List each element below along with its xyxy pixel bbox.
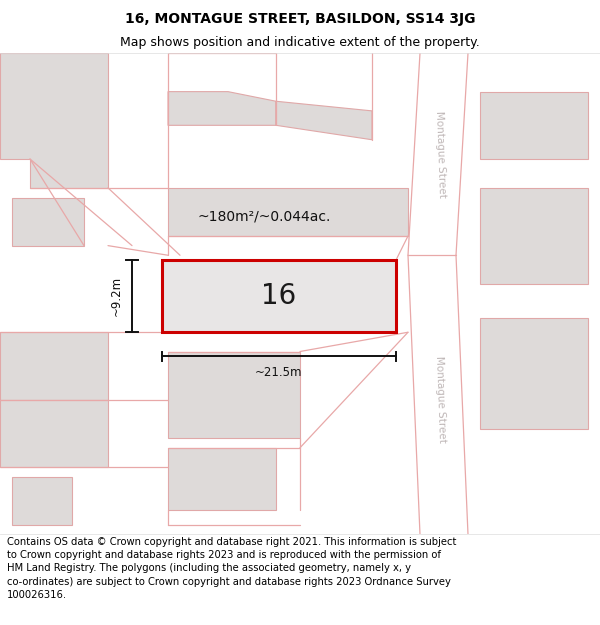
Text: Montague Street: Montague Street [434,356,448,443]
Text: 16, MONTAGUE STREET, BASILDON, SS14 3JG: 16, MONTAGUE STREET, BASILDON, SS14 3JG [125,12,475,26]
Polygon shape [168,351,300,438]
Text: ~21.5m: ~21.5m [255,366,303,379]
Text: Montague Street: Montague Street [434,111,448,198]
Polygon shape [480,318,588,429]
Polygon shape [276,101,372,140]
Polygon shape [480,92,588,159]
Polygon shape [0,332,108,399]
Polygon shape [0,399,108,467]
Text: ~9.2m: ~9.2m [110,276,123,316]
Bar [162,260,396,332]
Polygon shape [480,188,588,284]
Polygon shape [12,198,84,246]
Text: Contains OS data © Crown copyright and database right 2021. This information is : Contains OS data © Crown copyright and d… [7,537,457,600]
Polygon shape [0,53,108,188]
Polygon shape [12,477,72,525]
Text: Map shows position and indicative extent of the property.: Map shows position and indicative extent… [120,36,480,49]
Polygon shape [168,92,276,125]
Text: ~180m²/~0.044ac.: ~180m²/~0.044ac. [197,210,331,224]
Text: 16: 16 [262,282,296,310]
Polygon shape [168,188,408,236]
Polygon shape [168,448,276,510]
